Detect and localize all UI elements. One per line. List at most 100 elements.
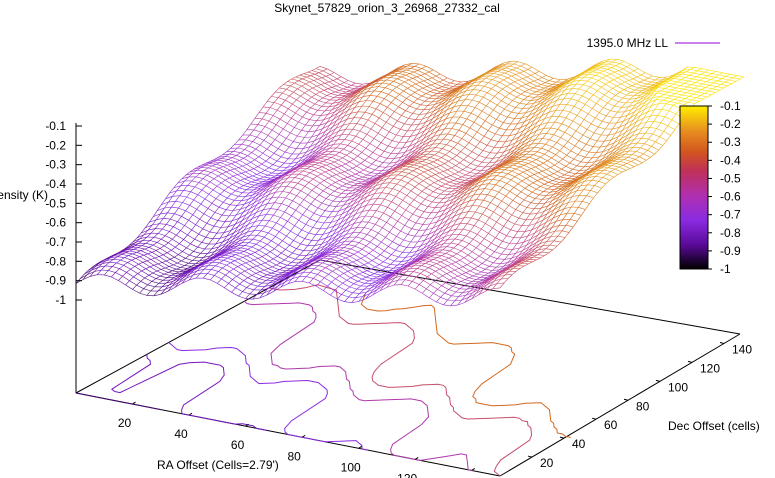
mesh-line (311, 186, 317, 191)
mesh-line (530, 254, 538, 257)
mesh-line (180, 230, 188, 236)
mesh-line (287, 153, 293, 159)
mesh-line (446, 246, 454, 249)
mesh-line (278, 174, 283, 178)
mesh-line (416, 247, 424, 252)
mesh-line (439, 268, 447, 274)
mesh-line (414, 63, 420, 67)
mesh-line (414, 186, 423, 192)
mesh-line (447, 265, 455, 271)
mesh-line (416, 104, 421, 110)
mesh-line (191, 263, 196, 267)
mesh-line (446, 84, 454, 87)
mesh-line (294, 121, 299, 128)
mesh-line (154, 283, 160, 288)
mesh-line (358, 298, 366, 302)
mesh-line (261, 163, 270, 169)
mesh-line (168, 281, 174, 286)
mesh-line (360, 232, 368, 235)
mesh-line (177, 216, 182, 222)
mesh-line (566, 104, 575, 107)
mesh-line (319, 146, 327, 151)
mesh-line (129, 249, 134, 252)
mesh-line (222, 151, 227, 155)
mesh-line (300, 186, 306, 191)
mesh-line (327, 157, 332, 160)
mesh-line (486, 208, 494, 213)
mesh-line (474, 159, 483, 163)
mesh-line (401, 284, 409, 287)
mesh-line (280, 118, 288, 124)
mesh-line (421, 95, 429, 99)
mesh-line (137, 273, 145, 279)
mesh-line (273, 214, 281, 218)
mesh-line (367, 119, 376, 124)
mesh-line (649, 92, 658, 97)
mesh-line (518, 139, 526, 145)
mesh-line (635, 83, 643, 87)
mesh-line (467, 223, 475, 226)
mesh-line (404, 81, 412, 87)
mesh-line (234, 260, 242, 265)
mesh-line (165, 235, 173, 240)
mesh-line (478, 179, 486, 183)
mesh-line (508, 253, 516, 255)
mesh-line (211, 198, 217, 204)
mesh-line (240, 206, 248, 210)
mesh-line (195, 173, 201, 178)
mesh-line (457, 302, 465, 306)
mesh-line (413, 98, 418, 103)
mesh-line (121, 252, 126, 255)
mesh-line (454, 269, 463, 275)
mesh-line (125, 280, 130, 286)
mesh-line (309, 282, 317, 287)
mesh-line (187, 229, 192, 236)
mesh-line (423, 243, 431, 249)
mesh-line (148, 272, 154, 276)
mesh-line (655, 141, 663, 146)
mesh-line (445, 253, 454, 257)
mesh-line (392, 86, 397, 91)
mesh-line (309, 80, 314, 83)
mesh-line (245, 139, 253, 142)
mesh-line (330, 161, 335, 164)
mesh-line (481, 271, 489, 274)
mesh-line (307, 194, 316, 200)
mesh-line (269, 153, 275, 158)
mesh-line (547, 201, 556, 207)
mesh-line (415, 83, 423, 89)
mesh-line (309, 254, 317, 259)
mesh-line (251, 197, 259, 202)
mesh-line (439, 172, 447, 178)
mesh-line (694, 88, 702, 90)
mesh-line (459, 116, 467, 120)
mesh-line (384, 131, 390, 138)
mesh-line (439, 94, 448, 97)
mesh-line (247, 246, 253, 250)
mesh-line (563, 146, 571, 152)
mesh-line (329, 118, 334, 126)
mesh-line (429, 112, 437, 117)
mesh-line (231, 254, 236, 257)
mesh-line (233, 228, 242, 233)
mesh-line (465, 133, 474, 138)
mesh-line (621, 75, 629, 81)
mesh-line (226, 171, 234, 177)
mesh-line (681, 100, 689, 103)
mesh-line (178, 207, 186, 212)
mesh-line (182, 202, 190, 206)
mesh-line (247, 202, 255, 207)
mesh-line (536, 188, 544, 192)
mesh-line (386, 267, 394, 269)
mesh-line (460, 190, 468, 196)
mesh-line (259, 214, 267, 216)
mesh-line (308, 87, 313, 91)
mesh-line (347, 214, 356, 219)
mesh-line (644, 105, 652, 110)
mesh-line (517, 61, 525, 64)
mesh-line (345, 163, 353, 169)
mesh-line (448, 86, 454, 89)
mesh-line (113, 259, 121, 261)
mesh-line (333, 222, 342, 227)
mesh-line (221, 252, 226, 255)
